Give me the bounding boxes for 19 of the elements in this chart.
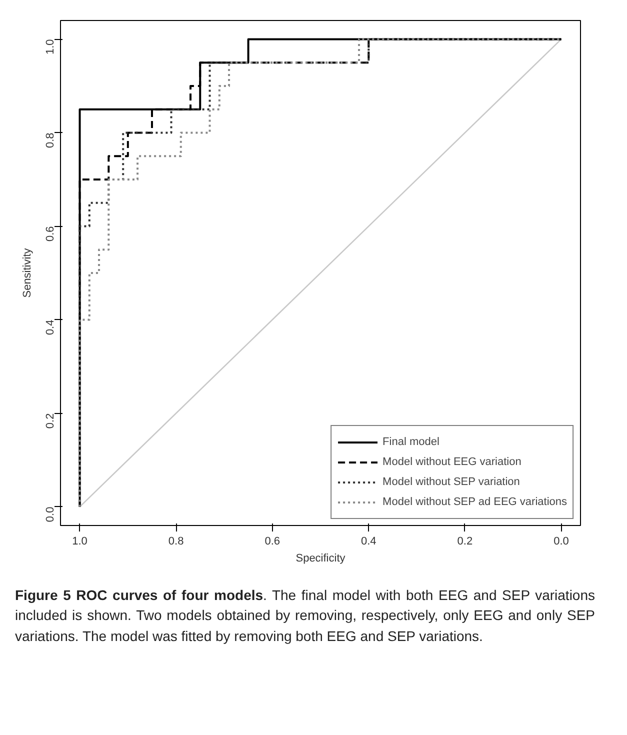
x-tick-label: 0.2 [457, 536, 473, 548]
caption: Figure 5 ROC curves of four models [15, 587, 264, 603]
x-tick-label: 0.4 [361, 536, 376, 548]
y-tick-label: 1.0 [44, 39, 56, 54]
x-tick-label: 0.0 [554, 536, 569, 548]
x-tick-label: 1.0 [72, 536, 88, 548]
y-tick-label: 0.2 [44, 413, 56, 429]
y-tick-label: 0.6 [44, 226, 56, 242]
y-axis-title: Sensitivity [22, 248, 34, 298]
x-tick-label: 0.8 [168, 536, 184, 548]
y-tick-label: 0.0 [44, 506, 56, 522]
x-tick-label: 0.6 [264, 536, 280, 548]
y-tick-label: 0.8 [44, 132, 56, 148]
x-axis-title: Specificity [296, 552, 346, 564]
legend-label: Model without SEP ad EEG variations [382, 496, 567, 508]
y-tick-label: 0.4 [44, 320, 56, 336]
legend-label: Model without EEG variation [382, 456, 522, 468]
legend-label: Model without SEP variation [382, 476, 520, 488]
legend-label: Final model [382, 436, 440, 448]
